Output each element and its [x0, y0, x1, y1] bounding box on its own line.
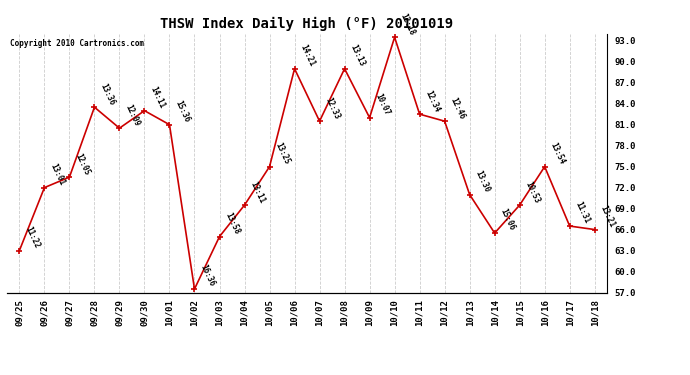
Text: 16:36: 16:36 [199, 264, 217, 288]
Text: 15:06: 15:06 [499, 207, 517, 232]
Text: 14:11: 14:11 [148, 85, 166, 110]
Text: 13:58: 13:58 [224, 211, 241, 236]
Text: 12:34: 12:34 [424, 88, 442, 113]
Text: 12:09: 12:09 [124, 103, 141, 128]
Text: 14:21: 14:21 [299, 43, 317, 68]
Text: 12:18: 12:18 [399, 12, 417, 36]
Text: 15:36: 15:36 [174, 99, 192, 124]
Text: 10:53: 10:53 [524, 180, 542, 204]
Text: 12:33: 12:33 [324, 96, 342, 120]
Text: 13:13: 13:13 [348, 43, 366, 68]
Text: 13:01: 13:01 [48, 162, 66, 187]
Text: Copyright 2010 Cartronics.com: Copyright 2010 Cartronics.com [10, 39, 144, 48]
Title: THSW Index Daily High (°F) 20101019: THSW Index Daily High (°F) 20101019 [161, 17, 453, 31]
Text: 13:54: 13:54 [549, 141, 566, 166]
Text: 10:07: 10:07 [374, 92, 392, 117]
Text: 13:11: 13:11 [248, 180, 266, 204]
Text: 13:21: 13:21 [599, 204, 617, 229]
Text: 13:30: 13:30 [474, 169, 492, 194]
Text: 11:22: 11:22 [23, 225, 41, 250]
Text: 12:46: 12:46 [448, 96, 466, 120]
Text: 12:05: 12:05 [74, 152, 92, 176]
Text: 11:31: 11:31 [574, 201, 592, 225]
Text: 13:25: 13:25 [274, 141, 292, 166]
Text: 13:36: 13:36 [99, 82, 117, 106]
